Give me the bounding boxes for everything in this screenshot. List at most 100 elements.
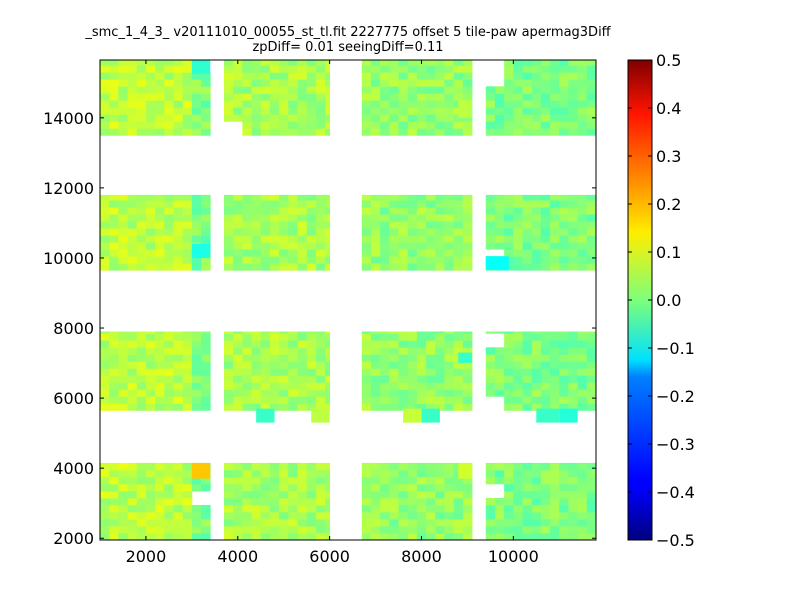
heatmap-cell [288,235,298,243]
heatmap-cell [155,242,165,250]
heatmap-cell [531,107,542,115]
x-tick-label: 10000 [488,547,539,566]
heatmap-cell [191,525,202,534]
heatmap-cell [504,403,514,411]
heatmap-cell [260,114,271,122]
heatmap-cell [118,72,128,80]
heatmap-cell [531,532,542,541]
heatmap-cell [389,121,399,129]
heatmap-cell [224,396,234,404]
heatmap-cell [136,490,147,499]
heatmap-cell [155,256,165,264]
heatmap-cell [559,490,569,499]
heatmap-cell [164,60,174,66]
heatmap-cell [136,532,147,541]
heatmap-cell [224,490,234,499]
heatmap-cell [453,200,464,208]
heatmap-cell [559,207,569,215]
heatmap-cell [251,497,262,506]
heatmap-cell [173,79,184,87]
heatmap-cell [540,525,551,534]
heatmap-cell [315,121,326,129]
heatmap-cell [251,396,262,404]
heatmap-cell [127,340,138,348]
heatmap-cell [279,194,289,201]
heatmap-cell [233,200,243,208]
heatmap-cell [260,100,271,108]
heatmap-cell [586,93,597,101]
heatmap-cell [269,242,280,250]
heatmap-cell [380,200,390,208]
heatmap-cell [462,403,473,411]
heatmap-cell [531,333,542,341]
heatmap-cell [191,389,202,397]
heatmap-cell [155,504,165,513]
heatmap-cell [173,483,184,492]
heatmap-cell [173,361,184,369]
heatmap-cell [155,462,165,471]
heatmap-cell [279,107,289,115]
heatmap-cell [407,86,418,94]
heatmap-cell [306,347,317,355]
heatmap-cell [444,347,455,355]
heatmap-cell [136,60,147,66]
heatmap-cell [494,114,505,122]
heatmap-cell [191,511,202,520]
heatmap-cell [279,361,289,369]
heatmap-cell [577,532,588,541]
heatmap-cell [416,333,427,341]
heatmap-cell [453,214,464,222]
heatmap-cell [407,333,418,341]
heatmap-cell [145,497,156,506]
heatmap-cell [109,382,119,390]
heatmap-cell [100,114,110,122]
heatmap-cell [164,469,174,478]
heatmap-cell [155,532,165,541]
x-tick-label: 2000 [126,547,167,566]
heatmap-cell [288,462,298,471]
heatmap-cell [288,72,298,80]
heatmap-cell [389,60,399,66]
heatmap-cell [251,221,262,229]
heatmap-cell [325,518,331,527]
heatmap-cell [426,347,436,355]
heatmap-cell [435,100,445,108]
heatmap-cell [191,396,202,404]
heatmap-cell [435,518,445,527]
heatmap-cell [416,249,427,257]
heatmap-cell [233,483,243,492]
heatmap-cell [426,100,436,108]
heatmap-cell [540,462,551,471]
heatmap-cell [380,347,390,355]
heatmap-cell [380,333,390,341]
heatmap-cell [416,396,427,404]
heatmap-cell [550,60,560,66]
heatmap-cell [297,107,308,115]
heatmap-cell [522,331,533,334]
heatmap-cell [453,368,464,376]
heatmap-cell [251,79,262,87]
heatmap-cell [462,525,473,534]
heatmap-cell [550,462,560,471]
heatmap-cell [559,107,569,115]
heatmap-cell [127,532,138,541]
heatmap-cell [462,490,473,499]
heatmap-cell [173,263,184,271]
heatmap-cell [453,497,464,506]
heatmap-cell [485,518,496,527]
heatmap-cell [145,72,156,80]
heatmap-cell [269,228,280,236]
heatmap-cell [242,331,252,334]
heatmap-cell [550,504,560,513]
heatmap-cell [182,403,193,411]
heatmap-cell [224,340,234,348]
heatmap-cell [550,79,560,87]
heatmap-cell [453,194,464,201]
heatmap-cell [155,340,165,348]
heatmap-cell [136,79,147,87]
heatmap-cell [370,263,381,271]
heatmap-cell [201,382,211,390]
heatmap-cell [109,476,119,485]
heatmap-cell [127,86,138,94]
heatmap-cell [559,65,569,73]
